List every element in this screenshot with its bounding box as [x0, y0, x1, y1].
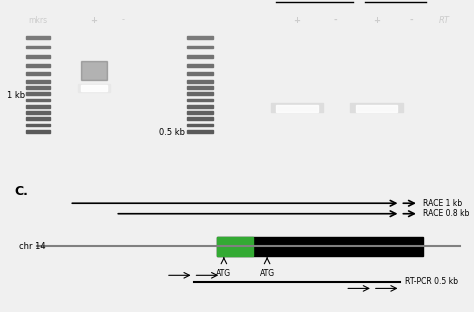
- Text: RACE 0.8 kb: RACE 0.8 kb: [423, 209, 470, 218]
- Bar: [187, 64, 213, 67]
- Bar: [26, 111, 50, 114]
- Bar: [217, 237, 423, 256]
- Bar: [26, 55, 50, 58]
- Bar: [217, 237, 253, 256]
- Bar: [187, 105, 213, 108]
- Bar: [26, 72, 50, 75]
- Bar: [26, 86, 50, 89]
- Text: -: -: [410, 16, 413, 25]
- Text: RT: RT: [438, 16, 449, 25]
- Text: ATG: ATG: [216, 269, 231, 278]
- Bar: [187, 99, 213, 101]
- Bar: [276, 105, 318, 112]
- Bar: [187, 80, 213, 83]
- Bar: [187, 111, 213, 114]
- Bar: [26, 64, 50, 67]
- Text: -: -: [333, 16, 337, 25]
- Bar: [187, 130, 213, 133]
- Text: +: +: [91, 16, 97, 25]
- Bar: [26, 36, 50, 39]
- Bar: [26, 117, 50, 120]
- Bar: [187, 86, 213, 89]
- Text: 0.5 kb: 0.5 kb: [159, 128, 185, 137]
- Text: +: +: [373, 16, 380, 25]
- Text: mkrs: mkrs: [28, 16, 48, 25]
- Bar: [187, 72, 213, 75]
- Bar: [350, 103, 403, 112]
- Bar: [187, 46, 213, 48]
- Bar: [271, 103, 323, 112]
- Text: +: +: [293, 16, 301, 25]
- Bar: [26, 99, 50, 101]
- Bar: [26, 124, 50, 126]
- Text: 1 kb: 1 kb: [7, 91, 25, 100]
- Bar: [26, 130, 50, 133]
- Bar: [187, 55, 213, 58]
- Bar: [81, 85, 107, 91]
- Bar: [356, 105, 397, 112]
- Text: -: -: [121, 16, 125, 25]
- Text: ATG: ATG: [260, 269, 274, 278]
- Bar: [187, 124, 213, 126]
- Bar: [187, 36, 213, 39]
- Text: chr 14: chr 14: [19, 242, 46, 251]
- Bar: [26, 92, 50, 95]
- Text: RT-PCR 0.5 kb: RT-PCR 0.5 kb: [405, 277, 458, 286]
- Bar: [187, 117, 213, 120]
- Bar: [81, 61, 107, 80]
- Bar: [78, 84, 110, 92]
- Bar: [26, 46, 50, 48]
- Text: C.: C.: [14, 185, 28, 198]
- Bar: [187, 92, 213, 95]
- Bar: [26, 80, 50, 83]
- Text: RACE 1 kb: RACE 1 kb: [423, 199, 463, 208]
- Bar: [26, 105, 50, 108]
